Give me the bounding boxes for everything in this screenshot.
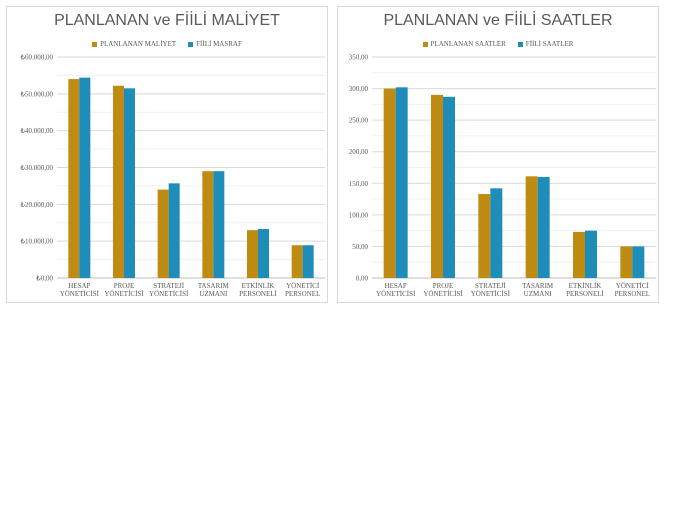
chart-title: PLANLANAN ve FİİLİ SAATLER xyxy=(383,12,613,29)
bar-planned xyxy=(157,189,169,278)
x-tick-label: TASARIM xyxy=(198,282,230,290)
hours-chart-panel: PLANLANAN ve FİİLİ SAATLER PLANLANAN SAA… xyxy=(337,6,659,303)
legend-label-actual: FİİLİ SAATLER xyxy=(525,40,574,48)
legend-item-planned: PLANLANAN SAATLER xyxy=(422,40,506,48)
x-tick-label: YÖNETİCİSİ xyxy=(149,290,189,298)
y-tick-label: 200,00 xyxy=(349,148,369,156)
x-tick-label: PERSONELİ xyxy=(566,290,604,298)
x-tick-label: ETKİNLİK xyxy=(569,282,602,290)
y-tick-label: 0,00 xyxy=(356,275,369,283)
bar-planned xyxy=(383,88,396,278)
x-tick-label: PERSONEL xyxy=(615,290,650,298)
y-tick-label: ₺60.000,00 xyxy=(21,54,54,62)
y-tick-label: 350,00 xyxy=(349,54,369,62)
bar-actual xyxy=(632,246,645,278)
legend-label-actual: FİİLİ MASRAF xyxy=(196,40,242,48)
bar-actual xyxy=(168,183,180,278)
y-tick-label: ₺30.000,00 xyxy=(21,164,54,172)
y-tick-label: ₺0,00 xyxy=(36,275,53,283)
legend-swatch-planned xyxy=(92,41,98,47)
bar-actual xyxy=(443,96,455,278)
bar-planned xyxy=(525,176,538,278)
chart-legend: PLANLANAN MALİYET FİİLİ MASRAF xyxy=(7,40,327,48)
legend-item-actual: FİİLİ MASRAF xyxy=(188,40,242,48)
x-tick-label: PROJE xyxy=(114,282,135,290)
y-tick-label: ₺50.000,00 xyxy=(21,90,54,98)
bar-planned xyxy=(573,231,585,278)
y-tick-label: 250,00 xyxy=(349,117,369,125)
bar-planned xyxy=(291,245,303,278)
bar-actual xyxy=(585,230,597,278)
legend-swatch-planned xyxy=(422,41,428,47)
chart-legend: PLANLANAN SAATLER FİİLİ SAATLER xyxy=(338,40,658,48)
x-tick-label: HESAP xyxy=(385,282,407,290)
cost-chart-plot: ₺0,00 ₺10.000,00 ₺20.000,00 ₺30.000,00 ₺40.0… xyxy=(21,54,325,298)
bar-actual xyxy=(213,171,225,278)
y-tick-label: 50,00 xyxy=(352,243,368,251)
legend-item-planned: PLANLANAN MALİYET xyxy=(92,40,176,48)
legend-swatch-actual xyxy=(188,41,194,47)
bar-actual xyxy=(79,77,91,278)
bar-planned xyxy=(113,85,124,278)
x-tick-label: UZMANI xyxy=(199,290,228,298)
bar-actual xyxy=(258,229,269,278)
bar-planned xyxy=(202,171,214,278)
x-tick-label: TASARIM xyxy=(522,282,554,290)
x-tick-label: YÖNETİCİSİ xyxy=(471,290,511,298)
legend-item-actual: FİİLİ SAATLER xyxy=(517,40,574,48)
x-tick-label: YÖNETİCİSİ xyxy=(376,290,416,298)
bar-planned xyxy=(247,230,258,278)
hours-chart-plot: 0,00 50,00 100,00 150,00 200,00 250,00 300,00 3… xyxy=(349,54,656,298)
bar-planned xyxy=(68,79,80,278)
x-tick-label: YÖNETİCİSİ xyxy=(104,290,144,298)
x-tick-label: YÖNETİCİSİ xyxy=(423,290,463,298)
x-tick-label: ETKİNLİK xyxy=(242,282,275,290)
x-tick-label: STRATEJİ xyxy=(475,282,506,290)
y-tick-label: 100,00 xyxy=(349,211,369,219)
x-tick-label: YÖNETİCİ xyxy=(286,282,320,290)
x-tick-label: STRATEJİ xyxy=(153,282,184,290)
cost-chart-panel: PLANLANAN ve FİİLİ MALİYET PLANLANAN MAL… xyxy=(6,6,328,303)
bar-actual xyxy=(302,245,314,278)
y-tick-label: ₺10.000,00 xyxy=(21,238,54,246)
legend-label-planned: PLANLANAN SAATLER xyxy=(430,40,506,48)
legend-label-planned: PLANLANAN MALİYET xyxy=(100,40,177,48)
bar-planned xyxy=(478,194,491,278)
y-tick-label: ₺40.000,00 xyxy=(21,127,54,135)
bar-actual xyxy=(537,176,550,278)
bar-actual xyxy=(395,87,408,279)
chart-title: PLANLANAN ve FİİLİ MALİYET xyxy=(54,12,280,29)
y-tick-label: ₺20.000,00 xyxy=(21,201,54,209)
x-tick-label: UZMANI xyxy=(524,290,553,298)
bar-actual xyxy=(490,188,503,278)
x-tick-label: YÖNETİCİSİ xyxy=(60,290,100,298)
legend-swatch-actual xyxy=(517,41,523,47)
bar-planned xyxy=(431,94,443,278)
x-tick-label: PERSONEL xyxy=(285,290,320,298)
bar-actual xyxy=(124,88,135,278)
x-tick-label: PROJE xyxy=(433,282,454,290)
y-tick-label: 300,00 xyxy=(349,85,369,93)
y-tick-label: 150,00 xyxy=(349,180,369,188)
x-tick-label: HESAP xyxy=(68,282,90,290)
bar-planned xyxy=(620,246,633,278)
x-tick-label: PERSONELİ xyxy=(239,290,277,298)
x-tick-label: YÖNETİCİ xyxy=(616,282,650,290)
